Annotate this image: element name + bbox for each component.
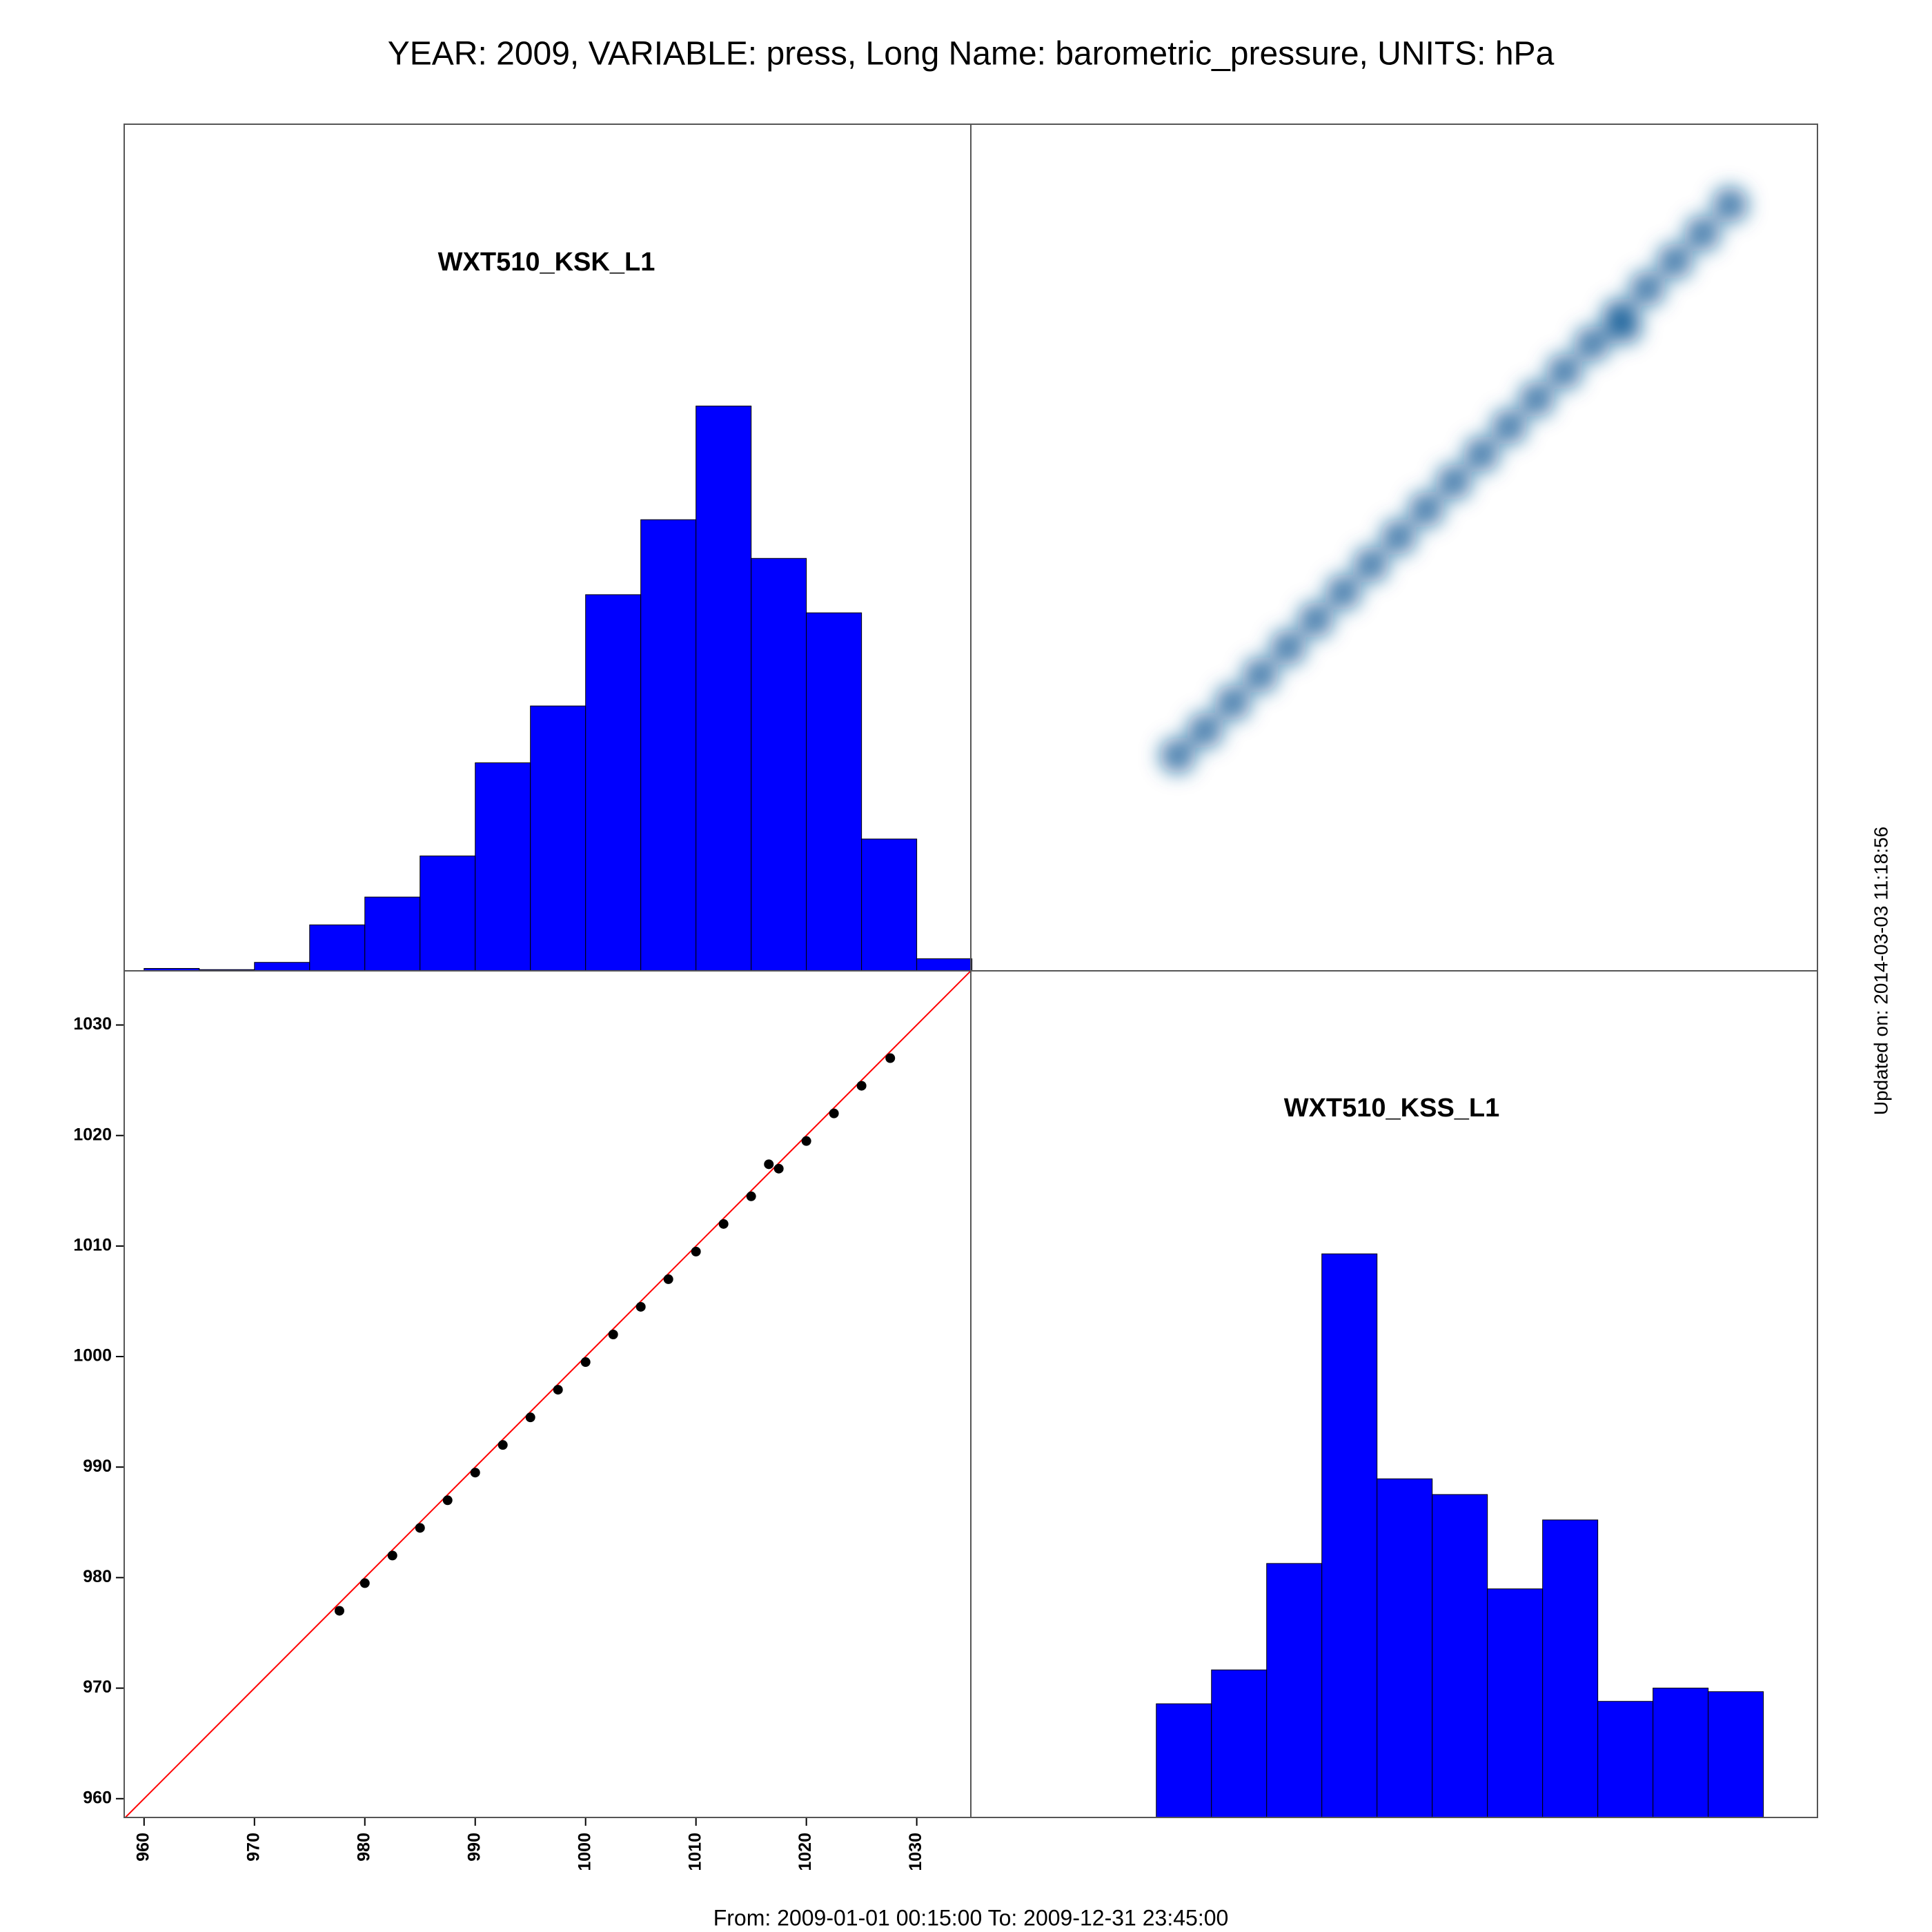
- point: [773, 1163, 784, 1174]
- density-blob: [1684, 215, 1721, 252]
- density-blob: [1712, 186, 1748, 223]
- x-tick-label: 970: [244, 1833, 263, 1862]
- plots: WXT510_KSK_L1 960 970 980 990 1000 1010 1020 103…: [73, 186, 1764, 1871]
- point: [691, 1246, 701, 1256]
- bar: [309, 924, 366, 972]
- point: [885, 1053, 896, 1063]
- point: [663, 1274, 673, 1284]
- bar: [1487, 1588, 1544, 1818]
- bar: [916, 958, 973, 972]
- density: [1159, 186, 1748, 774]
- x-tick-label: 980: [354, 1833, 373, 1862]
- density-blob: [1519, 381, 1555, 417]
- point: [608, 1330, 618, 1340]
- bar: [1708, 1691, 1764, 1818]
- point: [387, 1550, 397, 1561]
- bar: [1653, 1687, 1709, 1818]
- bar: [1266, 1563, 1323, 1818]
- y-tick-label: 970: [83, 1677, 112, 1697]
- footer: From: 2009-01-01 00:15:00 To: 2009-12-31…: [713, 1905, 1229, 1930]
- density-blob: [1546, 353, 1583, 390]
- point: [635, 1301, 646, 1312]
- point: [829, 1108, 839, 1118]
- bar: [1211, 1669, 1268, 1818]
- y-tick-label: 980: [83, 1567, 112, 1586]
- bar: [861, 838, 918, 972]
- point: [718, 1219, 729, 1229]
- y-tick-label: 1000: [73, 1346, 112, 1366]
- y-tick-label: 960: [83, 1788, 112, 1807]
- density-blob: [1325, 574, 1361, 611]
- density-blob: [1574, 326, 1610, 362]
- bar: [530, 705, 586, 972]
- bar: [585, 594, 642, 972]
- bar: [1156, 1703, 1212, 1818]
- density-blob: [1214, 684, 1251, 721]
- density-blob: [1270, 629, 1306, 666]
- point: [359, 1578, 370, 1588]
- density-blob: [1629, 270, 1666, 307]
- x-tick-label: 1000: [575, 1833, 594, 1871]
- bar: [475, 762, 531, 972]
- panel-title: WXT510_KSS_L1: [1284, 1094, 1500, 1123]
- bar: [751, 558, 807, 972]
- updated: Updated on: 2014-03-03 11:18:56: [1870, 827, 1891, 1115]
- scatter-area: [124, 971, 971, 1817]
- point: [334, 1606, 344, 1616]
- point: [764, 1159, 774, 1170]
- bar: [1432, 1494, 1488, 1818]
- bar: [1597, 1701, 1654, 1818]
- y-tick-label: 1010: [73, 1235, 112, 1254]
- point: [415, 1523, 425, 1533]
- bar: [806, 612, 862, 972]
- x-tick-label: 1030: [906, 1833, 925, 1871]
- x-tick-label: 1020: [796, 1833, 815, 1871]
- density-blob: [1657, 243, 1693, 279]
- density-blob: [1435, 464, 1472, 500]
- bar: [640, 519, 697, 972]
- point: [497, 1440, 508, 1450]
- point: [801, 1136, 811, 1146]
- point: [580, 1357, 591, 1368]
- point: [856, 1081, 867, 1091]
- density-blob: [1463, 436, 1500, 473]
- y-tick-label: 990: [83, 1457, 112, 1476]
- y-tick-label: 1020: [73, 1125, 112, 1144]
- point: [553, 1385, 563, 1395]
- density-blob: [1380, 519, 1417, 555]
- density-blob: [1159, 738, 1196, 774]
- density-blob: [1352, 546, 1389, 583]
- point: [470, 1468, 480, 1478]
- density-blob: [1408, 491, 1444, 528]
- bar: [1377, 1478, 1433, 1818]
- density-blob: [1606, 308, 1642, 344]
- density-blob: [1491, 408, 1528, 445]
- density-blob: [1297, 602, 1334, 638]
- panel-title: WXT510_KSK_L1: [438, 248, 656, 277]
- density-blob: [1242, 657, 1279, 693]
- bar: [1321, 1253, 1378, 1818]
- point: [525, 1412, 535, 1423]
- point: [746, 1191, 756, 1201]
- y-tick-label: 1030: [73, 1014, 112, 1034]
- bar: [420, 855, 476, 972]
- density-blob: [1187, 712, 1223, 749]
- x-tick-label: 960: [133, 1833, 152, 1862]
- bar: [364, 896, 421, 972]
- bar: [696, 405, 752, 972]
- point: [442, 1495, 453, 1506]
- bar: [254, 962, 310, 972]
- x-tick-label: 1010: [685, 1833, 704, 1871]
- page-title: YEAR: 2009, VARIABLE: press, Long Name: …: [388, 36, 1555, 72]
- x-tick-label: 990: [464, 1833, 484, 1862]
- bar: [1542, 1519, 1599, 1818]
